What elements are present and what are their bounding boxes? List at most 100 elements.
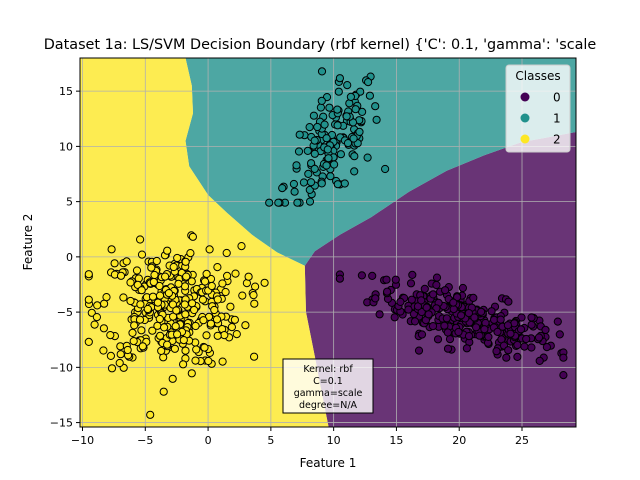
point-class-2 [128,328,137,337]
point-class-2 [181,257,190,266]
point-class-0 [559,371,568,380]
point-class-0 [442,314,451,323]
point-class-2 [250,352,259,361]
point-class-2 [155,281,164,291]
point-class-2 [123,345,132,355]
point-class-2 [260,278,269,287]
point-class-2 [213,263,222,272]
point-class-0 [440,321,449,330]
point-class-2 [210,305,219,315]
point-class-2 [90,320,99,329]
point-class-0 [383,287,392,296]
x-axis-label: Feature 1 [300,456,357,470]
point-class-1 [303,146,312,155]
annotation-line-c: C=0.1 [313,376,343,387]
region-class-1 [185,58,576,266]
point-class-2 [179,360,188,369]
point-class-0 [559,353,568,362]
point-class-1 [363,153,372,162]
point-class-1 [304,169,313,178]
point-class-2 [241,321,250,330]
y-axis-ticks: −15 −10 −5 0 5 10 15 [50,85,80,430]
point-class-0 [417,307,426,317]
point-class-2 [149,277,158,287]
legend-label-class-1: 1 [553,112,561,126]
point-class-0 [443,328,452,337]
point-class-1 [278,184,287,193]
point-class-2 [227,323,236,332]
point-class-2 [187,369,196,378]
point-class-1 [322,161,331,170]
point-class-2 [119,293,128,302]
point-class-2 [146,410,155,419]
x-tick-label: 25 [515,434,529,447]
point-class-2 [115,358,124,368]
point-class-2 [122,257,131,266]
point-class-0 [410,317,420,326]
point-class-0 [390,313,399,322]
y-tick-label: 5 [66,196,73,209]
point-class-0 [357,271,366,280]
point-class-2 [148,326,157,335]
point-class-2 [187,277,196,286]
point-class-2 [135,315,145,324]
point-class-1 [355,127,364,136]
point-class-2 [218,279,227,288]
legend-marker-class-1 [520,113,530,123]
point-class-0 [516,325,526,334]
point-class-2 [191,321,200,331]
point-class-1 [317,96,326,106]
point-class-0 [480,325,489,334]
y-tick-label: 0 [66,251,73,264]
point-class-2 [152,256,161,266]
point-class-2 [173,253,182,263]
point-class-2 [107,245,116,254]
point-class-2 [129,337,138,346]
point-class-2 [153,298,162,307]
point-class-0 [428,322,438,331]
point-class-0 [475,331,484,340]
point-class-2 [164,289,173,298]
point-class-2 [170,344,179,353]
x-tick-label: 0 [205,434,212,447]
point-class-2 [163,340,172,349]
point-class-1 [372,115,381,124]
y-tick-label: 10 [59,140,73,153]
point-class-2 [192,345,201,354]
x-tick-label: 10 [327,434,341,447]
point-class-0 [408,270,417,279]
point-class-1 [293,198,302,207]
point-class-0 [527,343,536,352]
point-class-1 [333,180,342,189]
plot-frame [79,57,577,428]
point-class-2 [180,300,189,309]
point-class-2 [232,330,241,339]
point-class-1 [292,161,301,170]
point-class-2 [143,304,152,314]
point-class-2 [199,316,208,325]
point-class-2 [87,308,96,317]
point-class-2 [249,291,258,300]
point-class-1 [299,178,308,187]
point-class-0 [506,329,515,338]
point-class-0 [429,290,438,299]
point-class-0 [406,279,416,288]
point-class-1 [336,150,345,159]
y-tick-label: 15 [59,85,73,98]
point-class-2 [102,293,111,302]
point-class-2 [137,286,146,295]
point-class-0 [391,275,400,284]
point-class-2 [172,306,181,315]
point-class-2 [218,357,227,366]
point-class-2 [116,271,126,280]
x-tick-label: −10 [71,434,94,447]
point-class-1 [310,136,319,145]
point-class-1 [324,154,333,163]
legend-box [505,64,571,153]
point-class-1 [333,121,342,130]
point-class-1 [330,160,339,169]
point-class-0 [449,298,458,307]
point-class-2 [213,295,222,304]
point-class-2 [179,336,188,345]
point-class-1 [290,187,299,196]
